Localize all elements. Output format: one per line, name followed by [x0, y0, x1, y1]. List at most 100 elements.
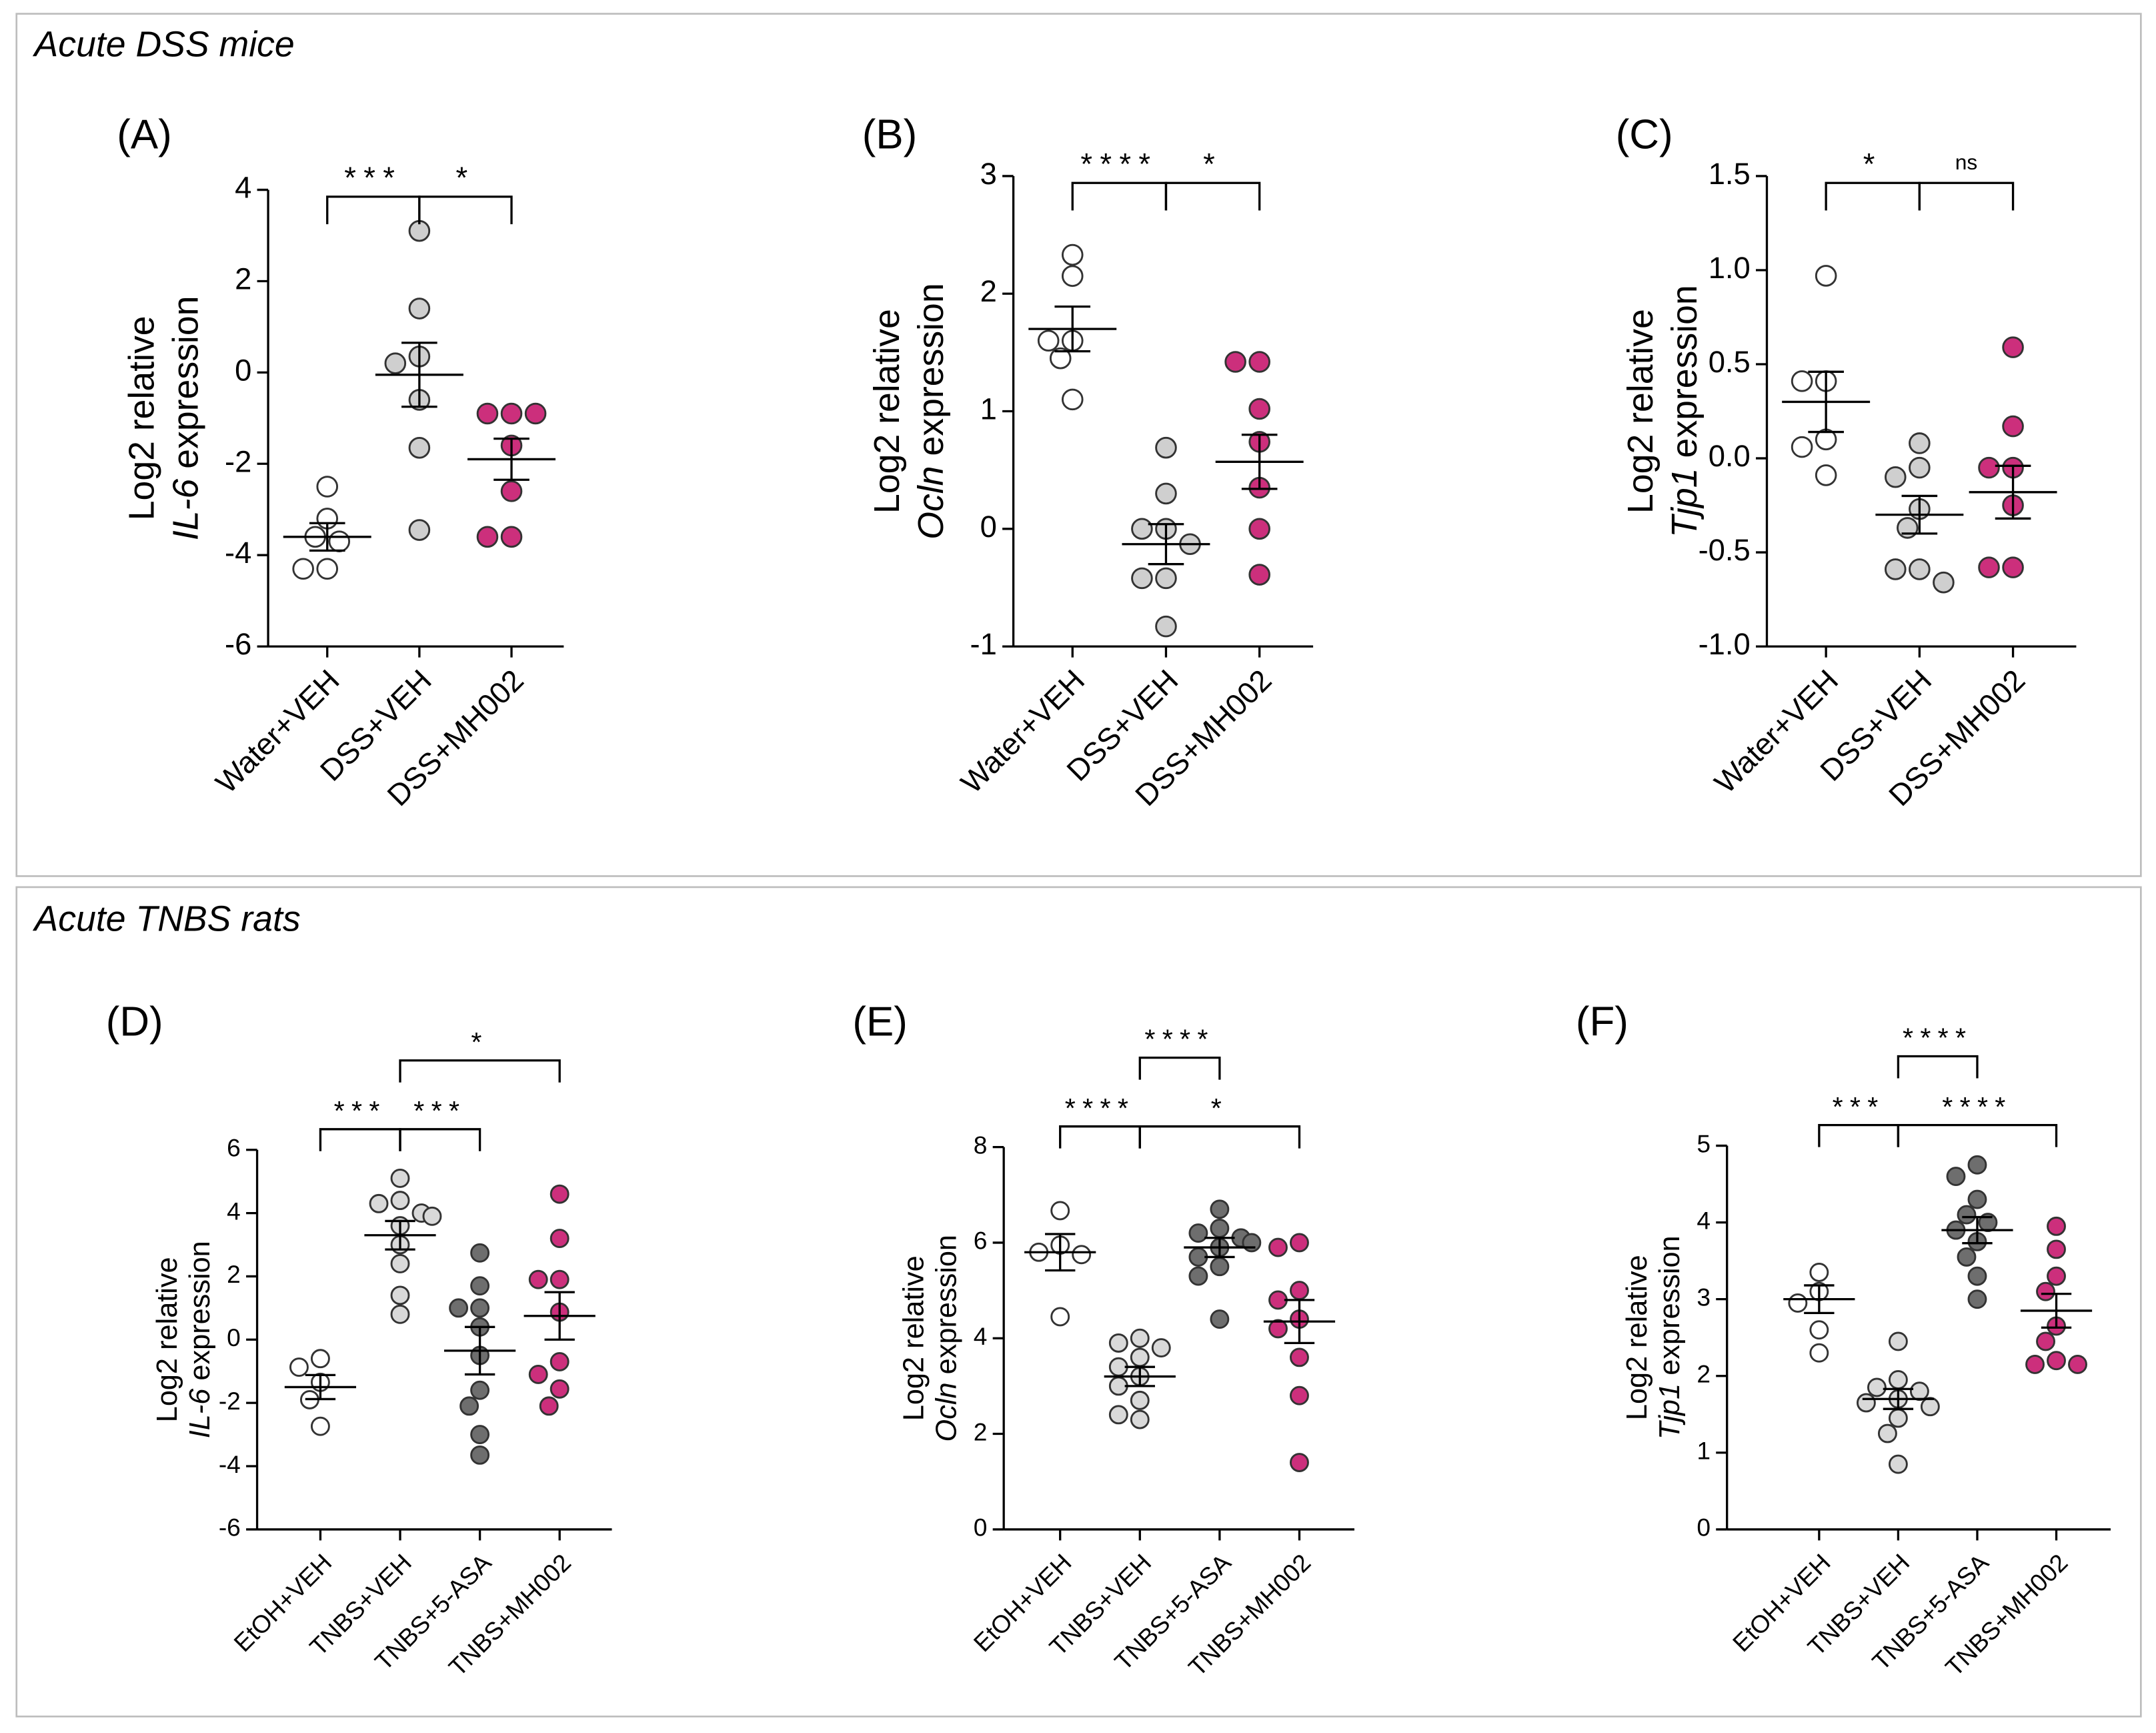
y-tick-label: -1	[970, 627, 997, 661]
data-point	[2025, 1355, 2045, 1374]
y-axis-label-gene: Ocln	[911, 466, 951, 540]
panel-label: (F)	[1576, 999, 1629, 1045]
data-point	[550, 1269, 570, 1289]
data-point	[1188, 1223, 1208, 1243]
data-point	[408, 437, 431, 459]
data-point	[1909, 558, 1931, 580]
y-tick-label: 4	[1697, 1206, 1711, 1234]
data-point	[1248, 518, 1270, 540]
data-point	[1290, 1233, 1309, 1253]
significance-bracket	[1059, 1125, 1141, 1149]
significance-label: ***	[344, 161, 402, 195]
y-axis-label-suffix: expression	[911, 283, 951, 456]
y-tick-label: 8	[974, 1131, 988, 1159]
y-axis-label: Log2 relative	[898, 1255, 930, 1421]
data-point	[1210, 1218, 1230, 1238]
data-point	[470, 1445, 490, 1465]
y-axis-label: Ocln expression	[911, 283, 951, 539]
data-point	[550, 1184, 570, 1204]
y-axis-label: Tjp1 expression	[1655, 1235, 1687, 1439]
significance-label: ns	[1955, 150, 1978, 174]
y-tick-label: 2	[235, 261, 251, 296]
y-tick-label: 5	[1697, 1129, 1711, 1157]
data-point	[292, 558, 314, 580]
data-point	[1897, 517, 1919, 539]
data-point	[528, 1269, 548, 1289]
y-tick-label: 0.0	[1709, 439, 1751, 473]
significance-bracket	[1918, 181, 2015, 211]
data-point	[524, 402, 547, 425]
data-point	[500, 402, 523, 425]
y-axis-label: IL-6 expression	[185, 1241, 217, 1438]
y-tick-label: 4	[974, 1322, 988, 1350]
data-point	[1815, 464, 1837, 486]
data-point	[1131, 567, 1153, 590]
significance-bracket	[399, 1128, 481, 1151]
data-point	[539, 1396, 559, 1416]
data-point	[1933, 571, 1955, 594]
y-axis-label: IL-6 expression	[166, 296, 206, 541]
y-tick-label: -2	[225, 444, 251, 478]
data-point	[1885, 466, 1907, 488]
data-point	[1130, 1390, 1150, 1410]
significance-label: *	[1211, 1093, 1228, 1123]
y-tick-label: -0.5	[1699, 533, 1751, 567]
panel-label: (D)	[106, 999, 163, 1045]
data-point	[2047, 1216, 2066, 1236]
y-tick-label: 1	[980, 392, 997, 426]
data-point	[459, 1396, 479, 1416]
significance-bracket	[399, 1059, 561, 1083]
data-point	[1909, 432, 1931, 454]
data-point	[408, 519, 431, 541]
significance-bracket	[1897, 1123, 2058, 1147]
data-point	[550, 1229, 570, 1248]
y-axis-label-gene: Ocln	[931, 1382, 963, 1441]
data-point	[1957, 1247, 1977, 1267]
panel-label: (E)	[852, 999, 907, 1045]
data-point	[310, 1349, 330, 1369]
data-point	[390, 1191, 410, 1211]
data-point	[1791, 436, 1813, 458]
data-point	[1210, 1257, 1230, 1277]
y-axis-label-gene: IL-6	[185, 1388, 217, 1439]
data-point	[1061, 388, 1084, 411]
data-point	[1967, 1155, 1987, 1175]
significance-label: ***	[413, 1095, 466, 1126]
data-point	[1268, 1290, 1288, 1310]
significance-bracket	[1818, 1123, 1900, 1147]
data-point	[1155, 482, 1177, 505]
x-tick-label: Water+VEH	[954, 663, 1091, 800]
data-point	[1108, 1405, 1128, 1425]
y-axis-label-gene: Tjp1	[1655, 1383, 1687, 1439]
significance-label: *	[1203, 147, 1222, 181]
data-point	[1978, 456, 2000, 479]
y-axis-label-suffix: expression	[1655, 1235, 1687, 1375]
data-point	[422, 1206, 442, 1226]
panel-label: (B)	[862, 112, 917, 158]
y-tick-label: 0	[1697, 1514, 1711, 1542]
data-point	[1155, 436, 1177, 459]
significance-bracket	[319, 1128, 401, 1151]
significance-bracket	[1071, 181, 1168, 211]
data-point	[2047, 1239, 2066, 1259]
data-point	[1061, 243, 1084, 266]
data-point	[449, 1298, 469, 1318]
y-tick-label: 0	[980, 510, 997, 544]
data-point	[1131, 518, 1153, 540]
y-axis-label: Log2 relative	[867, 309, 907, 514]
data-point	[470, 1298, 490, 1318]
data-point	[470, 1425, 490, 1444]
data-point	[1130, 1328, 1150, 1348]
data-point	[1877, 1423, 1897, 1443]
data-point	[2002, 336, 2024, 358]
data-point	[1108, 1333, 1128, 1353]
data-point	[500, 526, 523, 548]
data-point	[390, 1254, 410, 1273]
y-axis-label-suffix: expression	[166, 296, 206, 469]
data-point	[1108, 1376, 1128, 1396]
data-point	[1188, 1247, 1208, 1267]
data-point	[2002, 415, 2024, 438]
y-tick-label: -1.0	[1699, 627, 1751, 661]
y-tick-label: 1	[1697, 1437, 1711, 1465]
section-box	[15, 886, 2142, 1718]
